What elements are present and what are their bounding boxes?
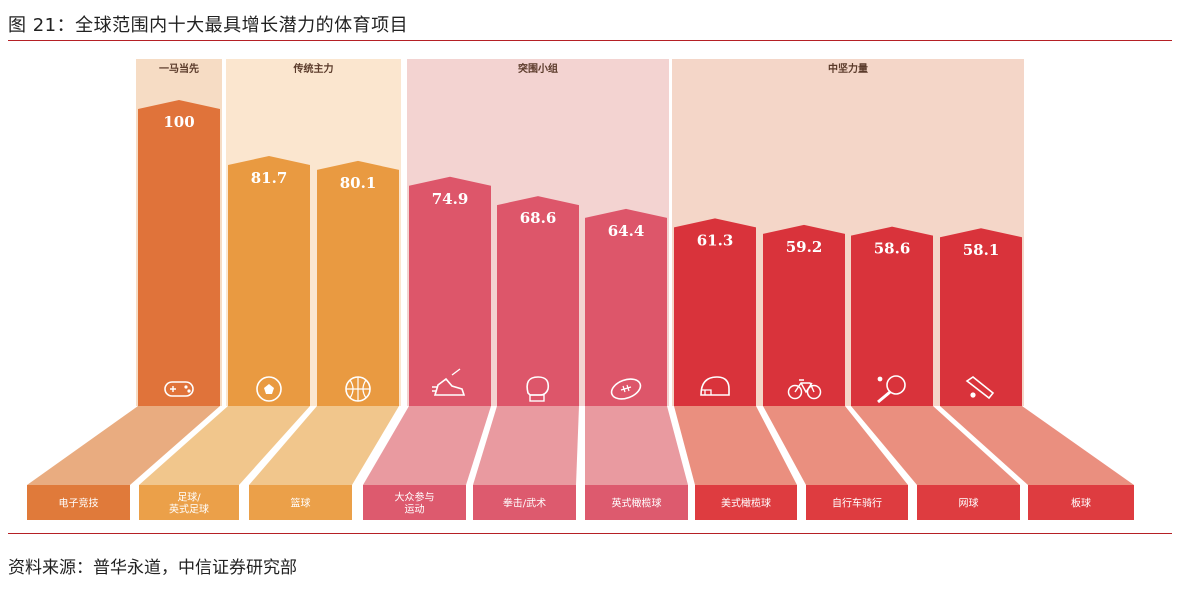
category-label: 电子竞技 xyxy=(59,497,99,510)
basketball-icon xyxy=(345,376,371,402)
category-badge xyxy=(139,485,239,520)
bar xyxy=(317,160,399,406)
bar xyxy=(497,196,579,406)
soccer-ball-icon xyxy=(256,376,282,402)
bar-value-label: 61.3 xyxy=(697,231,734,249)
category-badge xyxy=(917,485,1020,520)
bar xyxy=(138,100,220,406)
category-badge xyxy=(363,485,466,520)
category-label: 篮球 xyxy=(291,497,311,510)
group-label: 突围小组 xyxy=(518,62,558,75)
category-badge xyxy=(695,485,797,520)
floor-plates xyxy=(27,406,1134,485)
floor-plate xyxy=(585,406,688,485)
category-label: 板球 xyxy=(1071,497,1091,510)
category-label: 英式足球 xyxy=(169,503,209,516)
rugby-ball-icon xyxy=(610,378,642,400)
category-label: 网球 xyxy=(959,497,979,510)
bar xyxy=(409,176,491,406)
category-label: 英式橄榄球 xyxy=(612,497,662,510)
category-label: 拳击/武术 xyxy=(503,497,546,510)
category-badge xyxy=(585,485,688,520)
bar-value-label: 64.4 xyxy=(608,222,645,240)
category-label: 运动 xyxy=(405,504,425,516)
group-label: 一马当先 xyxy=(159,62,199,75)
category-label: 自行车骑行 xyxy=(832,497,882,510)
bar xyxy=(851,226,933,406)
floor-plate xyxy=(139,406,310,485)
bar-value-label: 81.7 xyxy=(251,169,288,187)
sports-growth-chart: 一马当先 传统主力 突围小组 中坚力量 100 81.7 80.1 74.9 68.6 64.4… xyxy=(27,59,1134,520)
bar xyxy=(674,218,756,406)
cricket-bat-icon xyxy=(965,376,995,400)
group-label: 中坚力量 xyxy=(828,62,868,75)
boxing-glove-icon xyxy=(526,376,550,402)
category-badge xyxy=(806,485,908,520)
category-badge xyxy=(249,485,352,520)
bar xyxy=(228,155,310,406)
category-label: 大众参与 xyxy=(395,491,435,504)
gamepad-icon xyxy=(164,381,194,397)
category-badge xyxy=(473,485,576,520)
bar-value-label: 58.1 xyxy=(963,241,1000,259)
football-helmet-icon xyxy=(700,376,730,396)
source-note: 资料来源：普华永道，中信证券研究部 xyxy=(8,558,297,578)
bar-value-label: 59.2 xyxy=(786,238,823,256)
floor-plate xyxy=(763,406,908,485)
floor-plate xyxy=(674,406,797,485)
floor-plate xyxy=(249,406,399,485)
bar xyxy=(763,224,845,406)
bar-value-label: 74.9 xyxy=(432,190,469,208)
bar-value-label: 58.6 xyxy=(874,240,911,258)
floor-plate xyxy=(363,406,491,485)
category-badge xyxy=(27,485,130,520)
group-label: 传统主力 xyxy=(293,62,334,75)
figure-title: 图 21：全球范围内十大最具增长潜力的体育项目 xyxy=(8,15,409,36)
category-label: 足球/ xyxy=(177,491,201,504)
floor-plate xyxy=(940,406,1134,485)
bar xyxy=(585,208,667,406)
source-rule xyxy=(8,533,1172,534)
table-tennis-icon xyxy=(877,375,906,404)
floor-plate xyxy=(851,406,1020,485)
category-label: 美式橄榄球 xyxy=(721,497,771,510)
category-badge xyxy=(1028,485,1134,520)
running-shoe-icon xyxy=(432,368,466,396)
floor-plate xyxy=(27,406,220,485)
bar-value-label: 80.1 xyxy=(340,174,377,192)
sport-icons xyxy=(164,368,995,404)
title-rule xyxy=(8,40,1172,41)
bar-value-label: 100 xyxy=(163,113,194,131)
bar-value-label: 68.6 xyxy=(520,209,557,227)
floor-plate xyxy=(473,406,579,485)
bicycle-icon xyxy=(787,379,822,400)
bar xyxy=(940,228,1022,406)
bars: 100 81.7 80.1 74.9 68.6 64.4 61.3 59.2 58.6 58.1 xyxy=(138,100,1022,406)
